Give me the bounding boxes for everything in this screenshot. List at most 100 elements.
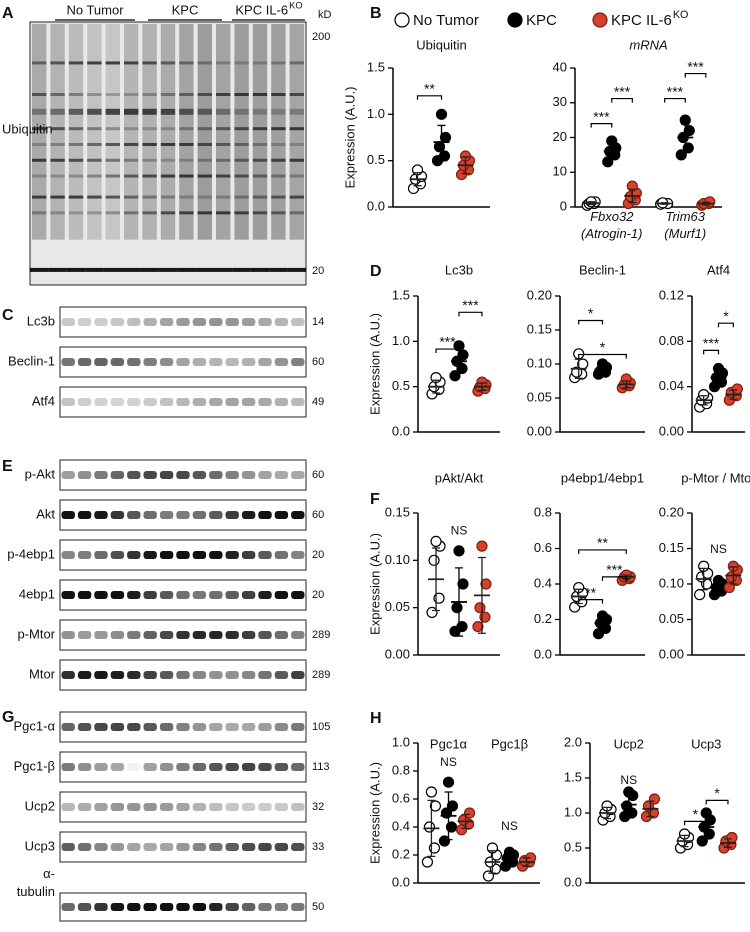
blot-label: Ubiquitin [2,121,53,136]
blot-band [160,174,176,178]
blot-band [274,763,289,771]
blot-lane-smear [289,24,304,240]
blot-band [77,551,92,559]
blot-band [234,93,249,97]
blot-band [176,903,190,911]
blot-band [94,631,108,639]
y-tick-label: 0.00 [385,646,410,661]
blot-band [291,763,305,771]
blot-band [94,471,108,479]
blot-band [32,211,47,215]
blot-band [68,195,84,199]
blot-band [159,803,174,811]
kd-marker: 20 [312,549,324,561]
blot-band [209,318,223,326]
blot-band [179,93,194,97]
blot-band [160,108,176,115]
blot-band [197,211,212,215]
blot-band [195,267,214,272]
blot-band [50,127,65,131]
blot-band [258,631,272,639]
blot-band [176,398,190,406]
blot-band [110,511,125,519]
blot-band [274,551,289,559]
blot-band [291,471,305,479]
blot-lane-smear [50,24,65,240]
blot-band [160,61,176,65]
blot-band [258,723,272,731]
blot-band [110,763,125,771]
blot-band [50,195,65,199]
blot-band [77,511,92,519]
significance-bracket [458,311,483,317]
blot-label: Ucp3 [25,838,55,853]
blot-band [258,398,272,406]
blot-band [209,358,223,366]
y-tick-label: 1.0 [564,804,582,819]
significance-label: *** [593,108,610,124]
blot-band [291,723,305,731]
blot-band [271,195,286,199]
blot-band [159,723,174,731]
blot-band [271,93,286,97]
blot-band [225,903,239,911]
blot-band [197,127,212,131]
blot-band [110,723,125,731]
blot-band [94,763,108,771]
blot-band [127,903,141,911]
blot-band [241,511,256,519]
blot-band [274,471,289,479]
blot-band [192,803,207,811]
y-tick-label: 0 [560,198,567,213]
blot-band [225,763,239,771]
data-point [675,149,687,161]
y-tick-label: 0.5 [564,839,582,854]
blot-lane-smear [87,24,102,240]
y-axis-label: Expression (A.U.) [367,762,382,864]
blot-band [209,471,223,479]
kd-marker: 14 [312,316,324,328]
blot-band [252,211,268,215]
blot-band [232,267,251,272]
y-tick-label: 0.8 [534,504,552,519]
blot-band [252,158,268,162]
blot-band [192,723,207,731]
blot-band [241,843,256,851]
blot-band [241,551,256,559]
blot-band [32,93,47,97]
blot-band [142,61,157,65]
blot-band [127,551,141,559]
blot-band [252,61,268,65]
data-point [430,535,442,548]
blot-band [110,903,125,911]
blot-band [110,591,125,599]
blot-band [159,763,174,771]
y-tick-label: 2.0 [564,734,582,749]
y-tick-label: 0.20 [527,287,552,302]
chart-title: Ubiquitin [416,37,467,52]
blot-band [159,551,174,559]
blot-band [158,267,178,272]
blot-frame [59,306,307,338]
blot-band [274,843,289,851]
blot-band [176,358,190,366]
blot-frame [29,21,307,286]
blot-band [142,158,157,162]
y-tick-label: 20 [553,129,567,144]
blot-band [124,93,139,97]
blot-label: Mtor [29,666,56,681]
significance-label: *** [703,335,720,351]
blot-band [87,142,102,146]
blot-band [142,93,157,97]
blot-band [159,318,174,326]
blot-band [258,843,272,851]
blot-band [274,723,289,731]
blot-band [127,591,141,599]
blot-band [192,763,207,771]
blot-band [258,903,272,911]
y-tick-label: 0.20 [659,504,684,519]
blot-band [271,61,286,65]
blot-band [103,267,122,272]
blot-band [291,318,305,326]
blot-band [32,61,47,65]
